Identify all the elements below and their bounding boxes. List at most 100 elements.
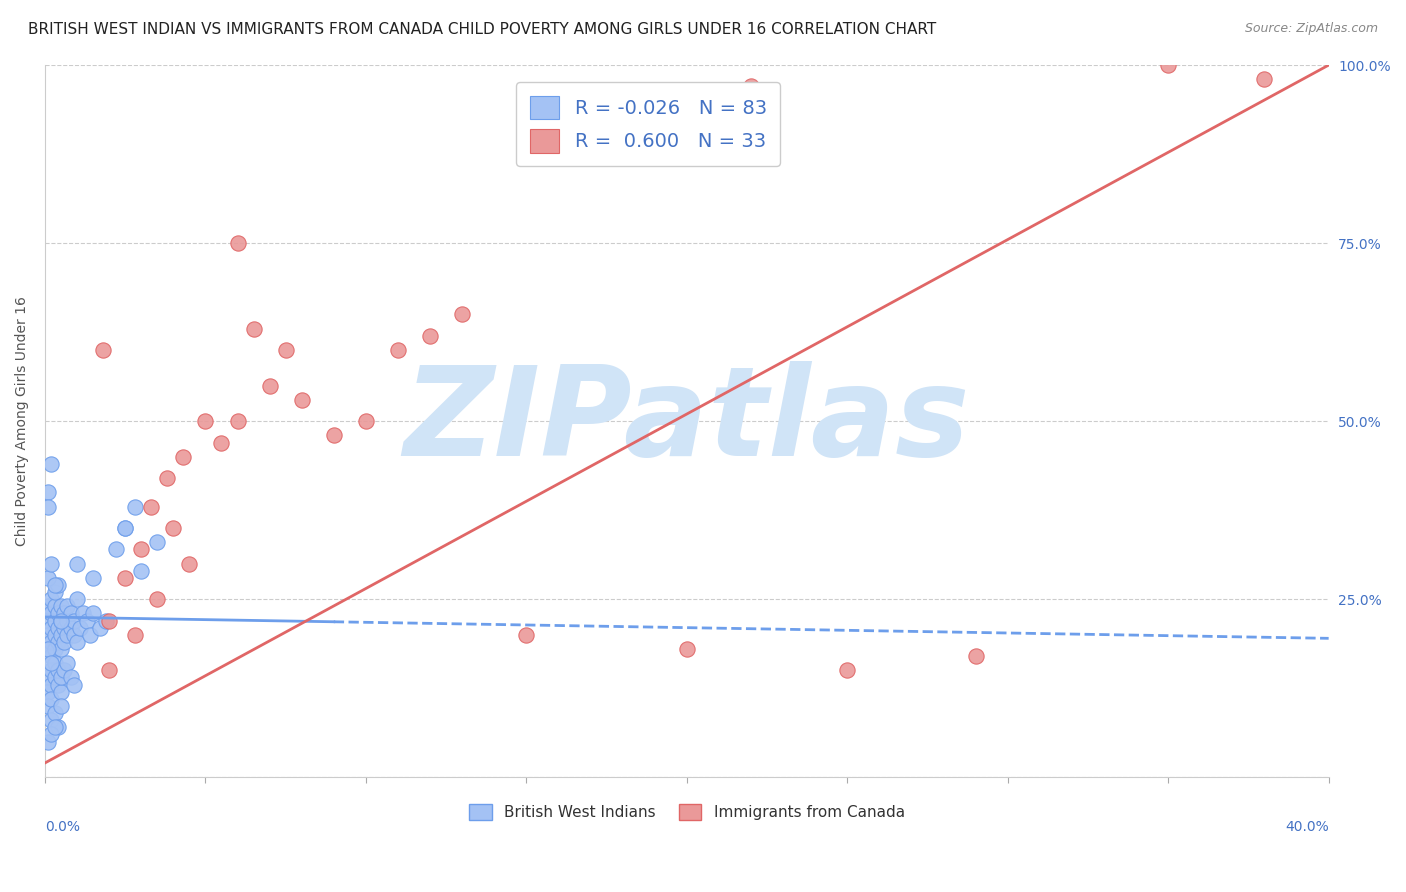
Point bbox=[46, 720, 69, 734]
Point bbox=[37, 642, 59, 657]
Point bbox=[44, 578, 66, 592]
Point bbox=[91, 343, 114, 357]
Text: ZIPatlas: ZIPatlas bbox=[404, 360, 970, 482]
Text: BRITISH WEST INDIAN VS IMMIGRANTS FROM CANADA CHILD POVERTY AMONG GIRLS UNDER 16: BRITISH WEST INDIAN VS IMMIGRANTS FROM C… bbox=[28, 22, 936, 37]
Point bbox=[41, 607, 63, 621]
Point bbox=[49, 628, 72, 642]
Point bbox=[41, 649, 63, 664]
Point bbox=[226, 236, 249, 251]
Point bbox=[740, 79, 762, 94]
Point bbox=[44, 657, 66, 671]
Text: 40.0%: 40.0% bbox=[1285, 820, 1329, 834]
Point bbox=[41, 635, 63, 649]
Text: 0.0%: 0.0% bbox=[45, 820, 80, 834]
Point bbox=[41, 457, 63, 471]
Point bbox=[172, 450, 194, 464]
Point bbox=[56, 614, 79, 628]
Text: Source: ZipAtlas.com: Source: ZipAtlas.com bbox=[1244, 22, 1378, 36]
Point bbox=[259, 378, 281, 392]
Point bbox=[965, 649, 987, 664]
Point bbox=[63, 628, 86, 642]
Point bbox=[46, 635, 69, 649]
Point bbox=[146, 535, 169, 549]
Point bbox=[46, 607, 69, 621]
Point bbox=[44, 706, 66, 720]
Point bbox=[124, 500, 146, 514]
Point bbox=[37, 671, 59, 685]
Point bbox=[675, 642, 697, 657]
Point bbox=[44, 671, 66, 685]
Point bbox=[46, 678, 69, 692]
Point bbox=[94, 614, 117, 628]
Point bbox=[46, 578, 69, 592]
Point bbox=[49, 614, 72, 628]
Point bbox=[44, 720, 66, 734]
Point bbox=[1157, 58, 1180, 72]
Point bbox=[41, 678, 63, 692]
Point bbox=[41, 557, 63, 571]
Point bbox=[837, 664, 859, 678]
Point bbox=[41, 621, 63, 635]
Point bbox=[579, 87, 602, 101]
Point bbox=[66, 635, 89, 649]
Point bbox=[53, 664, 76, 678]
Point bbox=[156, 471, 179, 485]
Point bbox=[46, 664, 69, 678]
Point bbox=[44, 614, 66, 628]
Point bbox=[354, 414, 377, 428]
Point bbox=[114, 521, 136, 535]
Point bbox=[419, 328, 441, 343]
Point bbox=[44, 599, 66, 614]
Point bbox=[139, 500, 162, 514]
Point bbox=[56, 657, 79, 671]
Point bbox=[98, 664, 121, 678]
Point bbox=[274, 343, 297, 357]
Point bbox=[211, 435, 233, 450]
Point bbox=[37, 614, 59, 628]
Point bbox=[179, 557, 201, 571]
Point bbox=[41, 592, 63, 607]
Point bbox=[59, 621, 82, 635]
Point bbox=[1253, 72, 1275, 87]
Point bbox=[41, 664, 63, 678]
Point bbox=[114, 521, 136, 535]
Point bbox=[66, 557, 89, 571]
Point bbox=[89, 621, 111, 635]
Point bbox=[76, 614, 98, 628]
Point bbox=[41, 713, 63, 727]
Point bbox=[37, 485, 59, 500]
Point bbox=[49, 642, 72, 657]
Point bbox=[37, 500, 59, 514]
Point bbox=[49, 698, 72, 713]
Point bbox=[44, 642, 66, 657]
Point bbox=[72, 607, 94, 621]
Point bbox=[49, 614, 72, 628]
Point bbox=[79, 628, 101, 642]
Point bbox=[124, 628, 146, 642]
Point bbox=[59, 607, 82, 621]
Point bbox=[37, 628, 59, 642]
Point bbox=[82, 607, 104, 621]
Point bbox=[129, 542, 152, 557]
Legend: British West Indians, Immigrants from Canada: British West Indians, Immigrants from Ca… bbox=[463, 798, 911, 827]
Point bbox=[37, 571, 59, 585]
Point bbox=[387, 343, 409, 357]
Point bbox=[104, 542, 127, 557]
Point bbox=[49, 684, 72, 698]
Point bbox=[49, 599, 72, 614]
Point bbox=[37, 599, 59, 614]
Point bbox=[322, 428, 344, 442]
Point bbox=[41, 657, 63, 671]
Point bbox=[98, 614, 121, 628]
Point bbox=[44, 585, 66, 599]
Point bbox=[56, 628, 79, 642]
Point bbox=[515, 628, 537, 642]
Point bbox=[37, 698, 59, 713]
Point bbox=[242, 321, 264, 335]
Point bbox=[44, 628, 66, 642]
Point bbox=[69, 621, 91, 635]
Point bbox=[63, 614, 86, 628]
Point bbox=[162, 521, 184, 535]
Point bbox=[37, 642, 59, 657]
Point bbox=[194, 414, 217, 428]
